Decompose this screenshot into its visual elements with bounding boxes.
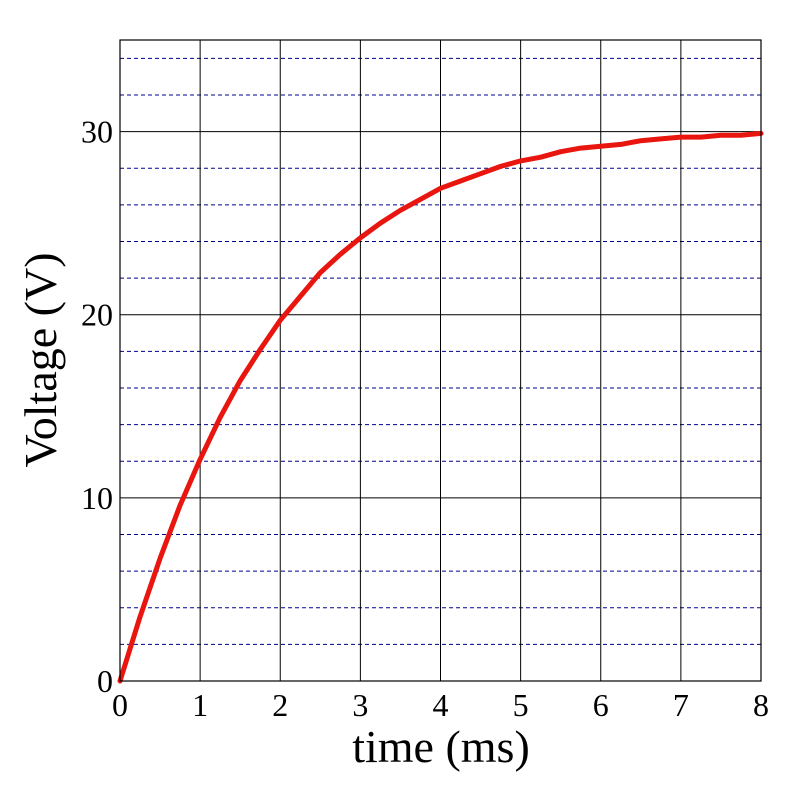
y-tick-label: 30 — [81, 114, 113, 150]
y-tick-label: 20 — [81, 297, 113, 333]
x-axis-label: time (ms) — [352, 721, 530, 772]
x-tick-label: 6 — [593, 687, 609, 723]
series-layer — [117, 130, 764, 684]
x-tick-label: 3 — [352, 687, 368, 723]
tick-labels: 0 1 2 3 4 5 6 7 8 0 10 20 30 — [81, 114, 769, 723]
x-tick-label: 8 — [753, 687, 769, 723]
x-tick-label: 1 — [192, 687, 208, 723]
x-tick-label: 5 — [513, 687, 529, 723]
y-tick-label: 0 — [97, 663, 113, 699]
x-tick-label: 0 — [112, 687, 128, 723]
x-tick-label: 4 — [433, 687, 449, 723]
x-tick-label: 7 — [673, 687, 689, 723]
plot-frame — [119, 39, 762, 682]
y-tick-label: 10 — [81, 480, 113, 516]
y-axis-label: Voltage (V) — [15, 252, 66, 467]
voltage-curve — [117, 130, 764, 684]
x-tick-label: 2 — [272, 687, 288, 723]
